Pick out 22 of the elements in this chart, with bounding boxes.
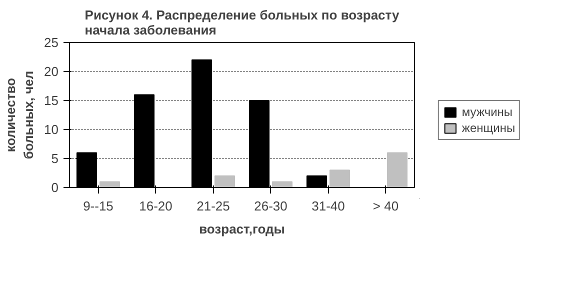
bar xyxy=(386,152,408,188)
x-axis-title: возраст,годы xyxy=(199,222,285,236)
x-tick-label: > 40 xyxy=(372,198,399,214)
bar xyxy=(214,175,236,188)
legend-label: мужчины xyxy=(462,105,513,119)
bar xyxy=(329,170,350,188)
x-tick-label: 21-25 xyxy=(196,198,230,214)
y-tick-label: 25 xyxy=(44,35,59,50)
x-tick-label: 26-30 xyxy=(254,198,288,214)
x-tick-label: 16-20 xyxy=(139,198,172,214)
y-axis-title: количество больных, чел xyxy=(3,70,36,160)
bar xyxy=(272,181,293,188)
y-tick-label: 10 xyxy=(44,122,59,137)
y-tick-label: 15 xyxy=(44,93,59,108)
x-tick-label: 31-40 xyxy=(312,198,345,214)
chart-title: Рисунок 4. Распределение больных по возрасту начала заболевания xyxy=(84,8,400,38)
y-tick-label: 0 xyxy=(51,180,59,195)
x-tick-label: 9--15 xyxy=(83,198,114,214)
y-tick-label: 20 xyxy=(44,64,59,79)
legend-label: женщины xyxy=(462,121,516,135)
y-tick-label: 5 xyxy=(51,151,59,166)
bar xyxy=(99,181,120,188)
